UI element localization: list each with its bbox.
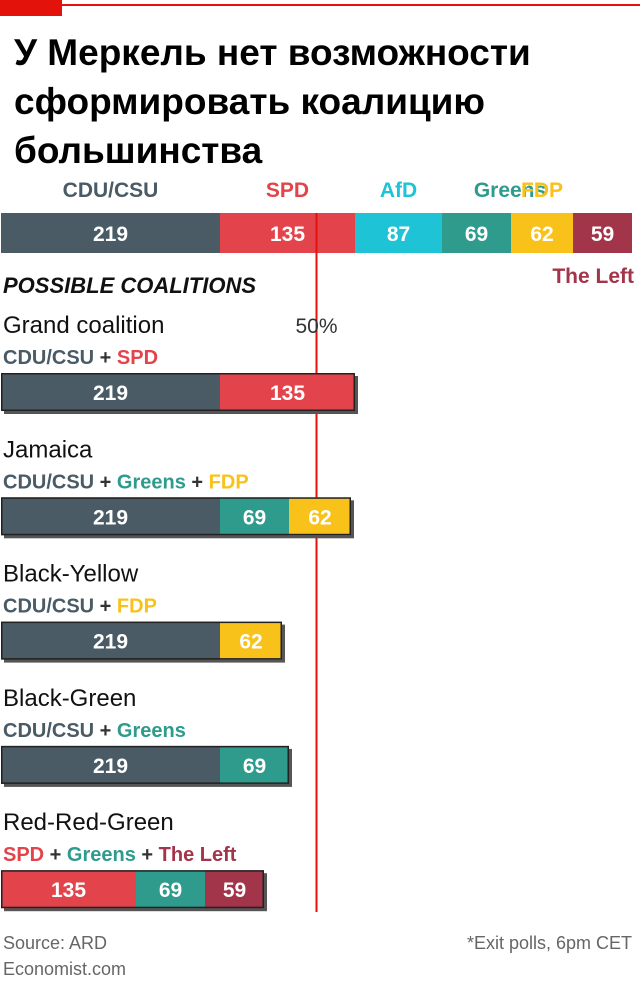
total-bar-greens: [442, 213, 511, 253]
coalition-black-yellow-formula: CDU/CSU + FDP: [3, 596, 157, 618]
coalition-grand-coalition-value-spd: 135: [270, 382, 305, 405]
total-value-greens: 69: [465, 223, 488, 246]
chart-title: У Меркель нет возможности сформировать к…: [14, 32, 531, 171]
coalition-grand-coalition-formula: CDU/CSU + SPD: [3, 347, 158, 369]
total-value-the-left: 59: [591, 223, 614, 246]
coalition-red-red-green-bar-spd: [1, 870, 136, 909]
coalition-jamaica-bar-greens: [220, 497, 289, 536]
party-label-spd: SPD: [266, 179, 309, 202]
total-bar-spd: [220, 213, 355, 253]
exit-poll-note: *Exit polls, 6pm CET: [466, 933, 632, 953]
coalition-red-red-green-bar-the-left: [205, 870, 264, 909]
coalition-black-green-bar-greens: [220, 745, 289, 784]
coalition-black-yellow-value-fdp: 62: [239, 631, 262, 654]
coalition-red-red-green-value-spd: 135: [51, 879, 86, 902]
coalition-jamaica-plus-sign: +: [186, 471, 209, 493]
party-label-afd: AfD: [380, 179, 417, 202]
total-bar-cdu-csu: [1, 213, 220, 253]
party-label-the-left: The Left: [552, 265, 634, 288]
coalition-black-green-frame: [1, 745, 289, 784]
coalition-black-green-value-greens: 69: [243, 755, 266, 778]
coalition-red-red-green-formula-the-left: The Left: [159, 844, 237, 866]
coalition-red-red-green-formula: SPD + Greens + The Left: [3, 844, 237, 866]
coalition-black-yellow-plus-sign: +: [94, 596, 117, 618]
top-rule: [62, 4, 640, 6]
coalition-black-yellow-frame: [1, 621, 282, 660]
coalition-jamaica-formula-fdp: FDP: [209, 471, 249, 493]
coalition-black-yellow-name: Black-Yellow: [3, 561, 139, 588]
coalition-grand-coalition-formula-cdu-csu: CDU/CSU: [3, 347, 94, 369]
party-label-cdu-csu: CDU/CSU: [63, 179, 159, 202]
source-note: Source: ARD: [3, 933, 108, 953]
coalition-red-red-green-value-greens: 69: [159, 879, 182, 902]
coalition-black-yellow-bar-cdu-csu: [1, 621, 220, 660]
total-value-afd: 87: [387, 223, 410, 246]
economist-site: Economist.com: [3, 959, 127, 979]
coalition-red-red-green-formula-spd: SPD: [3, 844, 44, 866]
coalition-black-green-plus-sign: +: [94, 720, 117, 742]
coalition-jamaica-bar-cdu-csu: [1, 497, 220, 536]
coalition-jamaica-frame: [1, 497, 351, 536]
total-bar-fdp: [511, 213, 573, 253]
party-label-fdp: FDP: [521, 179, 563, 202]
coalition-red-red-green-value-the-left: 59: [223, 879, 246, 902]
total-value-spd: 135: [270, 223, 305, 246]
coalition-black-green-formula-greens: Greens: [117, 720, 186, 742]
coalition-black-green-value-cdu-csu: 219: [93, 755, 128, 778]
coalition-black-yellow-formula-fdp: FDP: [117, 596, 157, 618]
coalition-black-green-formula: CDU/CSU + Greens: [3, 720, 186, 742]
footer-left: Source: ARD Economist.com: [3, 930, 126, 982]
coalition-jamaica-bar-fdp: [289, 497, 351, 536]
coalition-red-red-green-plus-sign: +: [136, 844, 159, 866]
coalition-grand-coalition-formula-spd: SPD: [117, 347, 158, 369]
coalition-jamaica-formula-cdu-csu: CDU/CSU: [3, 471, 94, 493]
coalition-red-red-green-plus-sign: +: [44, 844, 67, 866]
total-value-cdu-csu: 219: [93, 223, 128, 246]
coalition-black-yellow-formula-cdu-csu: CDU/CSU: [3, 596, 94, 618]
coalitions-heading: POSSIBLE COALITIONS: [3, 273, 256, 298]
coalition-jamaica-value-cdu-csu: 219: [93, 506, 128, 529]
coalition-red-red-green-name: Red-Red-Green: [3, 809, 174, 836]
coalition-black-yellow-value-cdu-csu: 219: [93, 631, 128, 654]
coalition-black-green-formula-cdu-csu: CDU/CSU: [3, 720, 94, 742]
coalition-grand-coalition-name: Grand coalition: [3, 312, 164, 339]
coalition-red-red-green-frame: [1, 870, 264, 909]
coalition-jamaica-value-greens: 69: [243, 506, 266, 529]
coalition-black-yellow-bar-fdp: [220, 621, 282, 660]
coalition-black-green-name: Black-Green: [3, 685, 136, 712]
coalition-red-red-green-formula-greens: Greens: [67, 844, 136, 866]
coalition-grand-coalition-value-cdu-csu: 219: [93, 382, 128, 405]
total-bar-afd: [355, 213, 442, 253]
total-bar-the-left: [573, 213, 632, 253]
coalition-jamaica-plus-sign: +: [94, 471, 117, 493]
economist-accent-bar: [0, 0, 62, 16]
coalition-jamaica-value-fdp: 62: [308, 506, 331, 529]
coalition-grand-coalition-frame: [1, 373, 355, 411]
coalition-grand-coalition-bar-spd: [220, 373, 355, 411]
total-value-fdp: 62: [530, 223, 553, 246]
coalition-black-green-bar-cdu-csu: [1, 745, 220, 784]
majority-label: 50%: [295, 315, 337, 338]
coalition-grand-coalition-bar-cdu-csu: [1, 373, 220, 411]
party-label-greens: Greens: [474, 179, 546, 202]
coalition-jamaica-formula: CDU/CSU + Greens + FDP: [3, 471, 249, 493]
coalition-jamaica-formula-greens: Greens: [117, 471, 186, 493]
coalition-jamaica-name: Jamaica: [3, 436, 93, 463]
coalition-grand-coalition-plus-sign: +: [94, 347, 117, 369]
coalition-red-red-green-bar-greens: [136, 870, 205, 909]
